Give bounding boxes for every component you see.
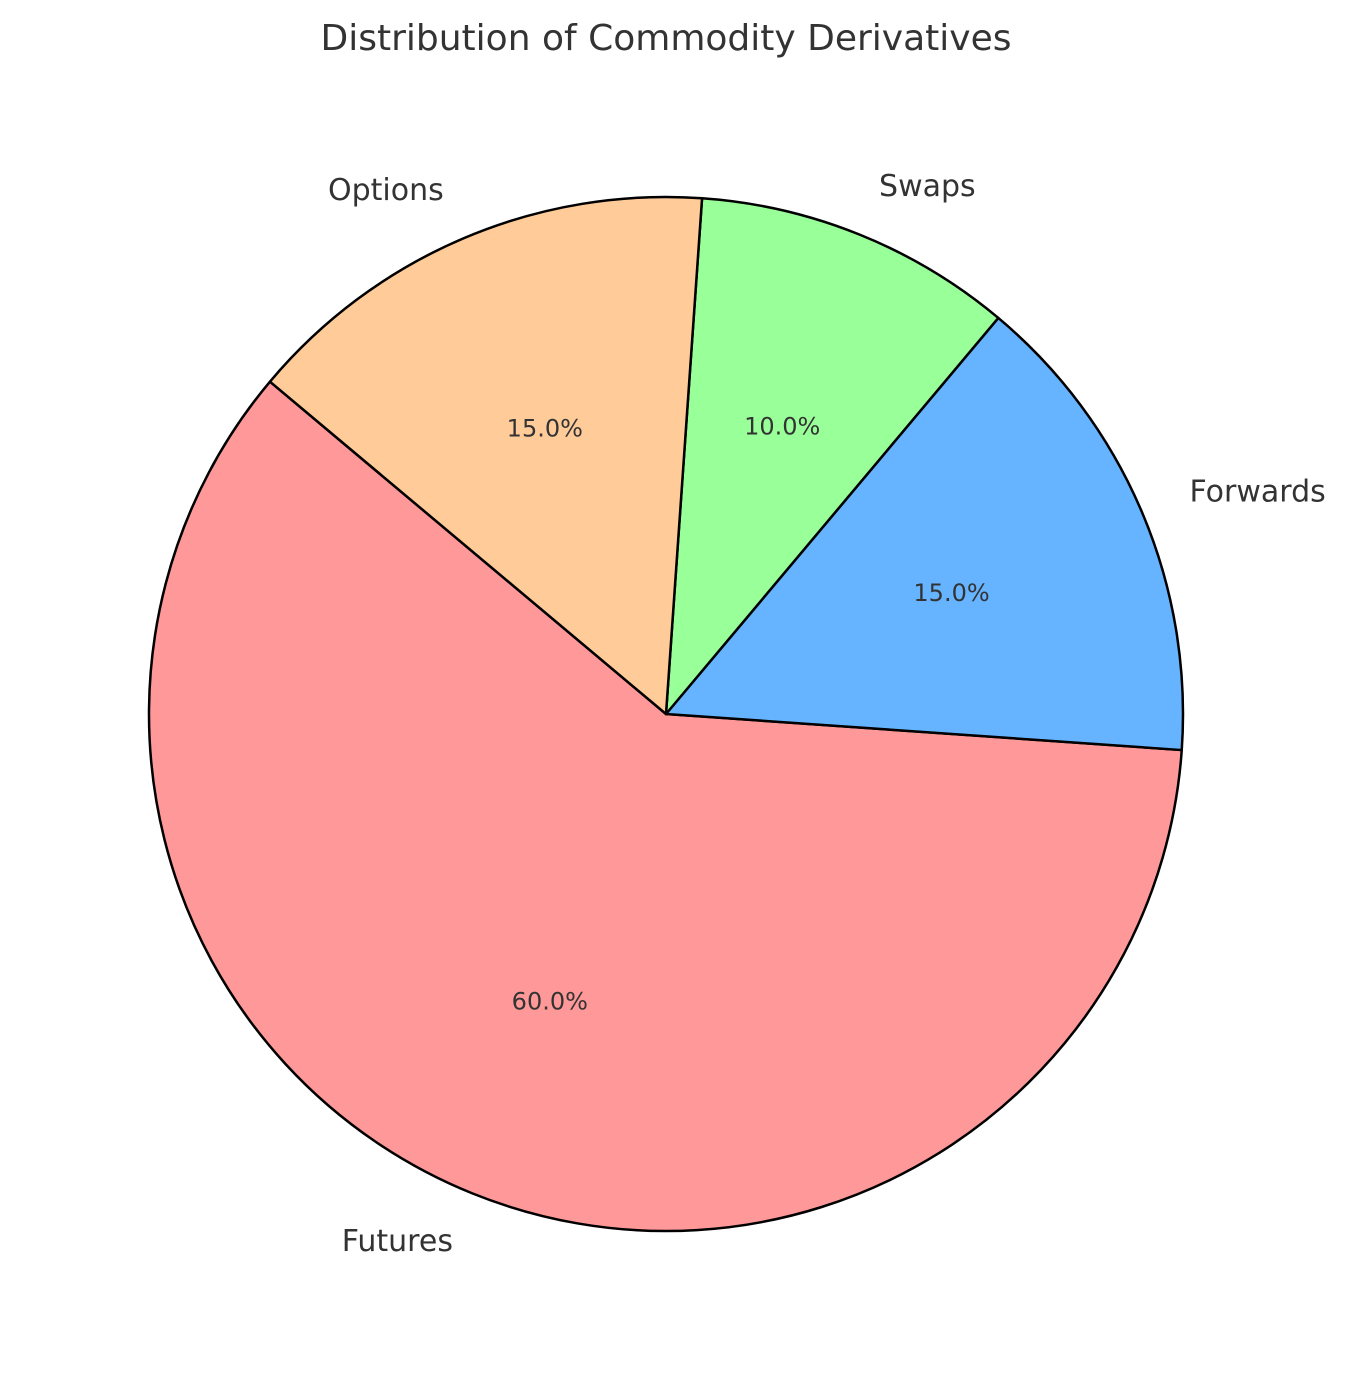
pie-slice-swaps	[664, 197, 1000, 716]
pie-slices	[147, 195, 1185, 1233]
pct-label-options: 15.0%	[507, 414, 583, 442]
slice-label-options: Options	[328, 173, 444, 208]
pie-labels: Futures 60.0% Forwards 15.0% Swaps 10.0% Optio…	[328, 169, 1326, 1259]
pie-slice-forwards	[664, 316, 1185, 752]
slice-label-forwards: Forwards	[1189, 474, 1325, 509]
pct-label-futures: 60.0%	[512, 988, 588, 1016]
pie-slice-options	[268, 195, 704, 716]
chart-title: Distribution of Commodity Derivatives	[320, 18, 1011, 59]
pie-slice-futures	[147, 380, 1183, 1233]
pct-label-forwards: 15.0%	[913, 579, 989, 607]
slice-label-swaps: Swaps	[879, 169, 976, 204]
pct-label-swaps: 10.0%	[744, 412, 820, 440]
slice-label-futures: Futures	[342, 1224, 453, 1259]
